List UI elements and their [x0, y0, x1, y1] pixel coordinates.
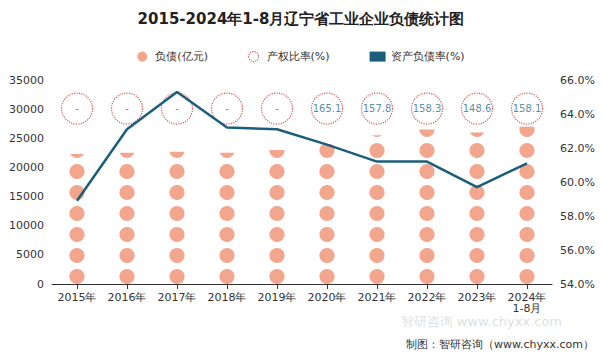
svg-text:30000: 30000 [9, 103, 44, 116]
svg-text:62.0%: 62.0% [560, 142, 595, 155]
svg-text:66.0%: 66.0% [560, 74, 595, 87]
svg-text:2019年: 2019年 [258, 291, 297, 304]
svg-text:0: 0 [37, 278, 44, 291]
svg-text:2015年: 2015年 [58, 291, 97, 304]
svg-text:-: - [175, 103, 179, 114]
svg-text:5000: 5000 [16, 248, 44, 261]
svg-text:智研咨询 www.chyxx.com: 智研咨询 www.chyxx.com [401, 314, 562, 329]
svg-text:2023年: 2023年 [458, 291, 497, 304]
svg-text:60.0%: 60.0% [560, 176, 595, 189]
svg-text:-: - [275, 103, 279, 114]
svg-text:58.0%: 58.0% [560, 210, 595, 223]
svg-text:56.0%: 56.0% [560, 244, 595, 257]
svg-text:资产负债率(%): 资产负债率(%) [391, 50, 465, 63]
svg-text:20000: 20000 [9, 161, 44, 174]
svg-text:2022年: 2022年 [408, 291, 447, 304]
svg-text:1-8月: 1-8月 [513, 302, 542, 315]
svg-text:25000: 25000 [9, 132, 44, 145]
svg-text:2021年: 2021年 [358, 291, 397, 304]
svg-text:165.1: 165.1 [313, 103, 342, 114]
svg-text:64.0%: 64.0% [560, 108, 595, 121]
svg-text:10000: 10000 [9, 219, 44, 232]
svg-text:产权比率(%): 产权比率(%) [267, 50, 330, 63]
svg-text:制图：智研咨询（www.chyxx.com）: 制图：智研咨询（www.chyxx.com） [406, 338, 594, 351]
svg-text:35000: 35000 [9, 74, 44, 87]
svg-text:2015-2024年1-8月辽宁省工业企业负债统计图: 2015-2024年1-8月辽宁省工业企业负债统计图 [138, 10, 465, 28]
svg-text:-: - [125, 103, 129, 114]
svg-text:15000: 15000 [9, 190, 44, 203]
svg-text:-: - [225, 103, 229, 114]
svg-text:2016年: 2016年 [108, 291, 147, 304]
svg-text:2018年: 2018年 [208, 291, 247, 304]
svg-text:负债(亿元): 负债(亿元) [155, 50, 208, 63]
svg-text:2024年: 2024年 [507, 291, 547, 304]
svg-text:158.3: 158.3 [413, 103, 442, 114]
svg-text:158.1: 158.1 [513, 103, 542, 114]
svg-text:2020年: 2020年 [308, 291, 347, 304]
svg-text:148.6: 148.6 [463, 103, 492, 114]
svg-text:157.8: 157.8 [363, 103, 392, 114]
svg-text:54.0%: 54.0% [560, 278, 595, 291]
svg-text:-: - [75, 103, 79, 114]
svg-text:2017年: 2017年 [158, 291, 197, 304]
